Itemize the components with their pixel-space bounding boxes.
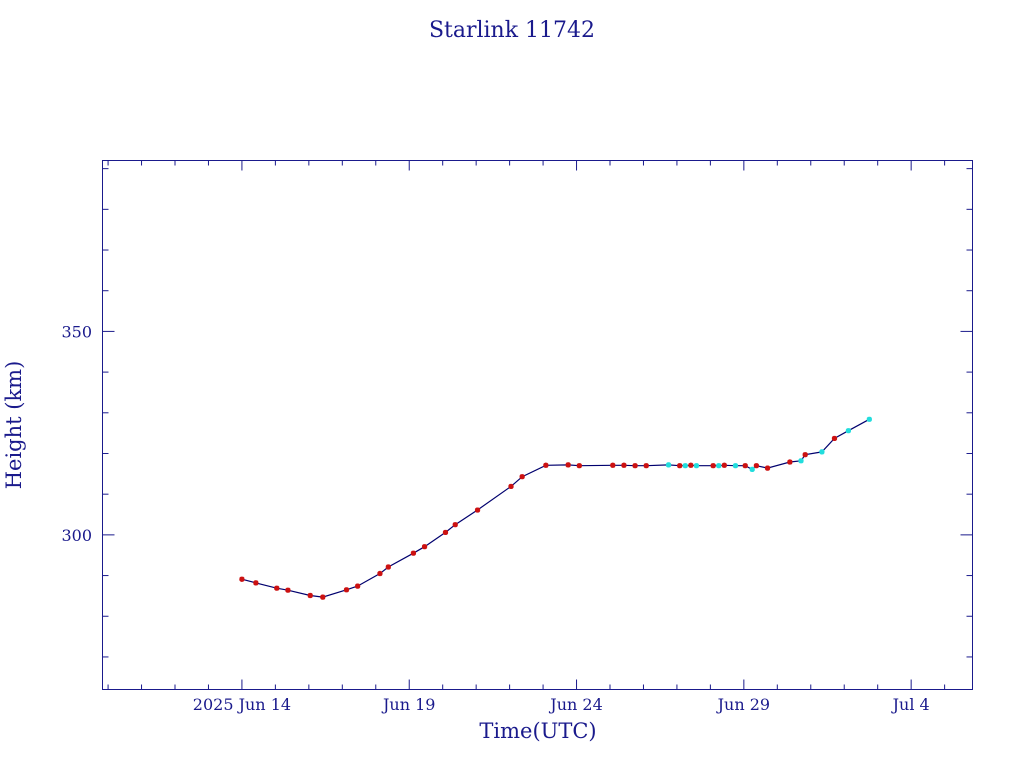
- data-point-cyan: [732, 463, 739, 469]
- x-tick-label: Jun 29: [716, 695, 770, 714]
- data-point-red: [474, 507, 481, 513]
- data-point-red: [452, 522, 458, 528]
- data-point-red: [307, 592, 313, 599]
- data-point-red: [721, 462, 727, 468]
- data-point-red: [643, 463, 649, 469]
- data-point-red: [677, 463, 683, 469]
- data-point-red: [802, 452, 808, 458]
- data-point-red: [787, 459, 793, 465]
- data-point-cyan: [749, 466, 755, 472]
- x-tick-label: Jul 4: [891, 695, 930, 714]
- data-point-red: [239, 576, 245, 582]
- data-point-red: [543, 462, 549, 468]
- series-line: [241, 418, 870, 598]
- data-point-red: [632, 463, 638, 469]
- data-point-red: [377, 570, 383, 577]
- data-point-red: [410, 550, 417, 556]
- data-point-red: [621, 462, 627, 468]
- y-tick-label: 350: [61, 322, 92, 341]
- series-points: [239, 416, 872, 600]
- x-tick-label: 2025 Jun 14: [193, 695, 291, 714]
- data-point-cyan: [819, 449, 825, 455]
- x-tick-label: Jun 19: [381, 695, 435, 714]
- chart-title: Starlink 11742: [429, 18, 595, 43]
- y-axis-label: Height (km): [2, 361, 26, 490]
- data-point-cyan: [682, 463, 688, 469]
- data-point-red: [320, 594, 326, 600]
- data-point-red: [610, 462, 616, 468]
- data-point-red: [253, 580, 259, 586]
- axis-ticks: [102, 160, 973, 690]
- y-tick-labels: 300 350: [61, 322, 92, 544]
- series-lines: [241, 418, 870, 598]
- x-tick-label: Jun 24: [548, 695, 602, 714]
- data-point-red: [742, 463, 748, 469]
- data-point-cyan: [866, 416, 872, 422]
- data-point-red: [688, 462, 694, 468]
- data-point-red: [519, 474, 525, 480]
- data-point-red: [355, 583, 361, 589]
- data-point-cyan: [845, 428, 852, 434]
- y-tick-label: 300: [61, 526, 92, 545]
- data-point-red: [753, 463, 759, 469]
- data-point-red: [764, 465, 771, 471]
- data-point-cyan: [693, 463, 700, 469]
- data-point-red: [421, 544, 428, 550]
- data-point-cyan: [716, 463, 722, 469]
- data-point-red: [576, 463, 582, 469]
- data-point-cyan: [665, 462, 672, 468]
- data-point-red: [385, 564, 391, 570]
- data-point-red: [565, 462, 571, 468]
- data-point-red: [285, 587, 291, 593]
- data-point-red: [343, 587, 350, 593]
- data-point-red: [710, 463, 716, 469]
- data-point-red: [274, 585, 280, 591]
- data-point-red: [508, 483, 514, 490]
- plot-frame: [102, 160, 973, 690]
- x-axis-label: Time(UTC): [479, 719, 596, 743]
- data-point-red: [442, 529, 449, 536]
- data-point-red: [831, 435, 838, 442]
- data-point-cyan: [798, 458, 804, 464]
- x-tick-labels: 2025 Jun 14 Jun 19 Jun 24 Jun 29 Jul 4: [193, 695, 930, 714]
